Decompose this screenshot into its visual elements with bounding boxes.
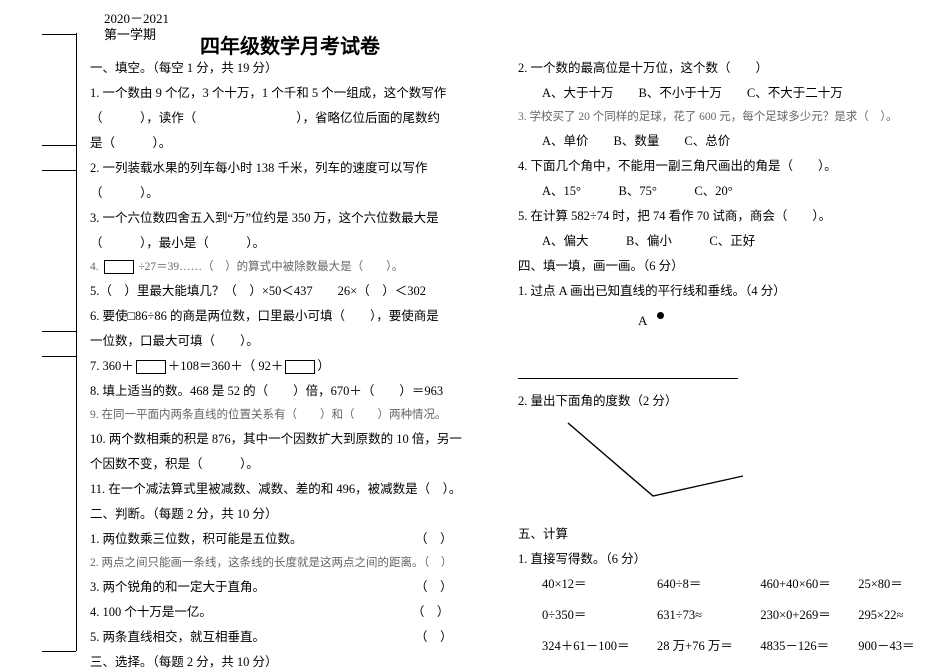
calc-cell: 900－43＝ [858,634,918,659]
q10-line-a: 10. 两个数相乘的积是 876，其中一个因数扩大到原数的 10 倍，另一 [90,427,490,452]
calc-cell: 324＋61－100＝ [542,634,633,659]
bracket-seg-3 [42,356,76,652]
j3-line: 3. 两个锐角的和一定大于直角。 （ ） [90,575,490,600]
calc-cell: 0÷350＝ [542,603,633,628]
calc-cell: 631÷73≈ [657,603,736,628]
q2-line-a: 2. 一列装载水果的列车每小时 138 千米，列车的速度可以写作 [90,156,490,181]
q3-line-a: 3. 一个六位数四舍五入到“万”位约是 350 万，这个六位数最大是 [90,206,490,231]
q5-line: 5.（ ）里最大能填几？（ ）×50＜437 26×（ ）＜302 [90,279,490,304]
q6-line-a: 6. 要使□86÷86 的商是两位数，口里最小可填（ ），要使商是 [90,304,490,329]
calc-cell: 40×12＝ [542,572,633,597]
d1-line: 1. 过点 A 画出已知直线的平行线和垂线。（4 分） [518,279,918,304]
q4-line: 4. 4. ÷27＝39……（ ）的算式中被除数最大是（ ）。÷27＝39……（… [90,256,490,279]
header-term: 第一学期 [104,24,156,43]
q1-line-c: 是（ ）。 [90,131,490,156]
section-1-title: 一、填空。（每空 1 分，共 19 分） [90,56,490,81]
bracket-seg-1 [42,34,76,146]
q6-line-b: 一位数，口最大可填（ ）。 [90,329,490,354]
calc-cell: 25×80＝ [858,572,918,597]
c2-line: 2. 一个数的最高位是十万位，这个数（ ） [518,56,918,81]
q1-line-b: （ ），读作（ ），省略亿位后面的尾数约 [90,106,490,131]
j2-line: 2. 两点之间只能画一条线，这条线的长度就是这两点之间的距离。（ ） [90,552,490,575]
right-column: 2. 一个数的最高位是十万位，这个数（ ） A、大于十万 B、不小于十万 C、不… [518,56,918,659]
calc-cell: 230×0+269＝ [760,603,834,628]
c3-line: 3. 学校买了 20 个同样的足球，花了 600 元，每个足球多少元？是求（ ）… [518,106,918,129]
left-column: 一、填空。（每空 1 分，共 19 分） 1. 一个数由 9 个亿，3 个十万，… [90,56,490,669]
exam-title: 四年级数学月考试卷 [200,30,380,59]
c4-line: 4. 下面几个角中，不能用一副三角尺画出的角是（ ）。 [518,154,918,179]
d2-line: 2. 量出下面角的度数（2 分） [518,389,918,414]
calc-cell: 4835－126＝ [760,634,834,659]
c2-options: A、大于十万 B、不小于十万 C、不大于二十万 [542,81,918,106]
section-2-title: 二、判断。（每题 2 分，共 10 分） [90,502,490,527]
q2-line-b: （ ）。 [90,181,490,206]
exam-page: 2020－2021 第一学期 四年级数学月考试卷 一、填空。（每空 1 分，共 … [0,0,945,669]
blank-box-icon [136,360,166,374]
angle-figure [558,418,918,512]
mental-math-grid: 40×12＝ 640÷8＝ 460+40×60＝ 25×80＝ 0÷350＝ 6… [542,572,918,659]
q11-line: 11. 在一个减法算式里被减数、减数、差的和 496，被减数是（ ）。 [90,477,490,502]
calc-title: 1. 直接写得数。（6 分） [518,547,918,572]
section-5-title: 五、计算 [518,522,918,547]
known-line [518,336,738,379]
point-a-area: A [638,308,918,332]
blank-box-icon [285,360,315,374]
q9-line: 9. 在同一平面内两条直线的位置关系有（ ）和（ ）两种情况。 [90,404,490,427]
binding-rule [76,33,77,651]
calc-cell: 640÷8＝ [657,572,736,597]
blank-box-icon [104,260,134,274]
angle-icon [558,418,748,503]
calc-cell: 295×22≈ [858,603,918,628]
c4-options: A、15° B、75° C、20° [542,179,918,204]
section-4-title: 四、填一填，画一画。（6 分） [518,254,918,279]
j5-line: 5. 两条直线相交，就互相垂直。 （ ） [90,625,490,650]
c3-options: A、单价 B、数量 C、总价 [542,129,918,154]
bracket-seg-2 [42,170,76,332]
j1-line: 1. 两位数乘三位数，积可能是五位数。 （ ） [90,527,490,552]
q3-line-b: （ ），最小是（ ）。 [90,231,490,256]
q7-line: 7. 360＋＋108＝360＋（ 92＋）7. 360＋ ＋108＝360＋（… [90,354,490,379]
calc-cell: 460+40×60＝ [760,572,834,597]
j4-line: 4. 100 个十万是一亿。 （ ） [90,600,490,625]
c5-line: 5. 在计算 582÷74 时，把 74 看作 70 试商，商会（ ）。 [518,204,918,229]
q1-line-a: 1. 一个数由 9 个亿，3 个十万，1 个千和 5 个一组成，这个数写作 [90,81,490,106]
q10-line-b: 个因数不变，积是（ ）。 [90,452,490,477]
point-a-label: A [638,308,647,334]
calc-cell: 28 万+76 万＝ [657,634,736,659]
point-a-dot-icon [657,312,664,319]
q8-line: 8. 填上适当的数。468 是 52 的（ ）倍，670＋（ ）＝963 [90,379,490,404]
c5-options: A、偏大 B、偏小 C、正好 [542,229,918,254]
section-3-title: 三、选择。（每题 2 分，共 10 分） [90,650,490,669]
